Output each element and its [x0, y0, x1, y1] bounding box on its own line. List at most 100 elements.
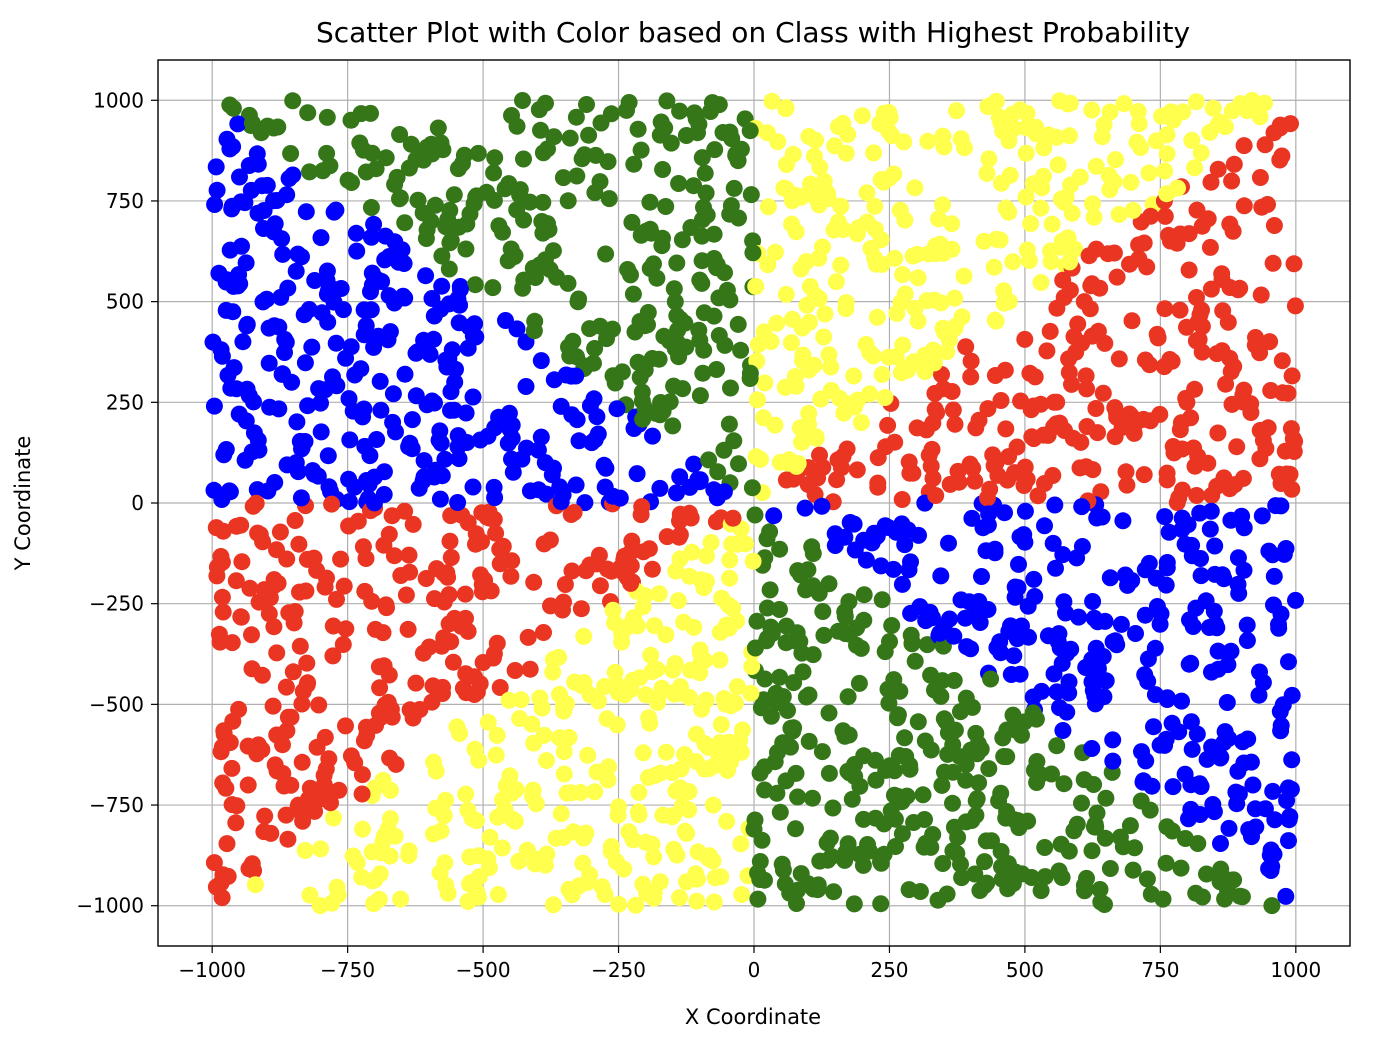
scatter-point-green — [554, 169, 572, 187]
scatter-point-red — [944, 401, 962, 419]
scatter-point-green — [851, 777, 869, 795]
scatter-point-green — [944, 794, 961, 812]
scatter-point-red — [1006, 464, 1023, 482]
scatter-point-blue — [980, 505, 998, 523]
scatter-point-red — [423, 693, 441, 711]
x-tick-label: 500 — [1006, 958, 1044, 982]
scatter-point-red — [213, 588, 231, 606]
scatter-point-green — [885, 671, 903, 689]
scatter-point-green — [820, 764, 838, 782]
scatter-point-green — [668, 254, 686, 272]
scatter-point-red — [227, 572, 245, 590]
scatter-point-blue — [963, 509, 981, 527]
scatter-point-blue — [365, 338, 383, 356]
scatter-point-green — [485, 191, 503, 209]
scatter-point-green — [619, 261, 637, 278]
scatter-point-yellow — [787, 223, 805, 241]
scatter-point-red — [223, 759, 241, 777]
scatter-point-blue — [1033, 682, 1051, 700]
scatter-point-yellow — [749, 391, 766, 409]
scatter-point-red — [268, 762, 286, 780]
scatter-point-yellow — [1209, 116, 1227, 134]
scatter-point-blue — [362, 301, 380, 319]
scatter-point-yellow — [610, 798, 627, 816]
y-tick-label: −500 — [89, 692, 144, 716]
scatter-point-red — [1026, 368, 1044, 386]
scatter-point-green — [934, 855, 952, 872]
scatter-point-green — [1097, 789, 1115, 807]
scatter-point-yellow — [702, 534, 720, 551]
scatter-point-yellow — [1251, 108, 1269, 126]
scatter-point-green — [597, 245, 615, 263]
scatter-point-yellow — [807, 428, 825, 446]
scatter-point-blue — [319, 447, 337, 465]
scatter-point-red — [707, 513, 725, 531]
scatter-point-blue — [327, 201, 345, 219]
scatter-point-yellow — [501, 767, 519, 785]
scatter-point-green — [1101, 860, 1119, 877]
scatter-point-blue — [206, 196, 224, 213]
scatter-point-green — [1028, 753, 1046, 770]
y-tick-label: 1000 — [93, 88, 144, 112]
scatter-point-blue — [393, 241, 411, 259]
scatter-point-red — [366, 620, 384, 638]
scatter-point-yellow — [544, 663, 562, 681]
scatter-point-blue — [1173, 521, 1191, 538]
scatter-point-red — [279, 830, 297, 848]
scatter-point-green — [813, 743, 831, 761]
scatter-point-red — [1173, 481, 1191, 499]
scatter-point-green — [586, 184, 604, 202]
scatter-point-blue — [208, 181, 226, 199]
scatter-point-green — [1172, 859, 1190, 877]
scatter-point-yellow — [747, 277, 765, 295]
y-tick-label: 0 — [131, 491, 144, 515]
scatter-point-green — [1263, 897, 1281, 915]
scatter-point-blue — [973, 568, 990, 585]
scatter-point-yellow — [400, 842, 418, 860]
scatter-point-red — [1229, 281, 1247, 299]
scatter-point-green — [732, 341, 750, 359]
scatter-point-green — [850, 674, 868, 692]
scatter-point-yellow — [246, 876, 264, 894]
scatter-point-red — [328, 590, 345, 608]
scatter-point-blue — [1212, 835, 1229, 852]
scatter-point-red — [879, 416, 897, 434]
scatter-point-blue — [292, 489, 310, 507]
scatter-point-red — [1208, 477, 1226, 495]
scatter-point-yellow — [604, 601, 622, 619]
scatter-point-red — [442, 507, 460, 525]
scatter-point-yellow — [852, 414, 870, 432]
scatter-point-blue — [442, 401, 459, 419]
scatter-point-blue — [213, 491, 231, 508]
scatter-point-yellow — [839, 395, 857, 413]
scatter-point-red — [1235, 137, 1253, 155]
scatter-point-green — [721, 291, 739, 309]
scatter-point-blue — [911, 598, 929, 616]
scatter-point-green — [691, 271, 709, 289]
scatter-point-yellow — [606, 663, 624, 681]
scatter-point-green — [631, 368, 649, 386]
scatter-point-red — [353, 785, 371, 803]
scatter-point-red — [297, 582, 315, 600]
scatter-point-yellow — [858, 213, 876, 231]
scatter-point-blue — [1136, 666, 1154, 684]
scatter-point-yellow — [975, 232, 993, 250]
scatter-point-yellow — [1158, 185, 1176, 203]
scatter-point-green — [978, 874, 996, 892]
scatter-point-green — [969, 735, 987, 753]
scatter-point-blue — [567, 367, 585, 385]
scatter-point-blue — [715, 483, 733, 501]
scatter-point-blue — [236, 194, 254, 212]
scatter-point-blue — [979, 601, 997, 618]
scatter-point-red — [243, 855, 261, 873]
scatter-point-red — [893, 491, 911, 508]
scatter-point-red — [985, 457, 1003, 475]
scatter-point-red — [590, 546, 608, 564]
scatter-point-blue — [365, 215, 383, 233]
x-axis-label: X Coordinate — [685, 1005, 821, 1029]
scatter-point-green — [886, 762, 903, 780]
scatter-point-red — [357, 550, 375, 567]
scatter-point-yellow — [562, 784, 580, 802]
scatter-point-red — [342, 747, 360, 765]
scatter-point-yellow — [579, 746, 597, 764]
